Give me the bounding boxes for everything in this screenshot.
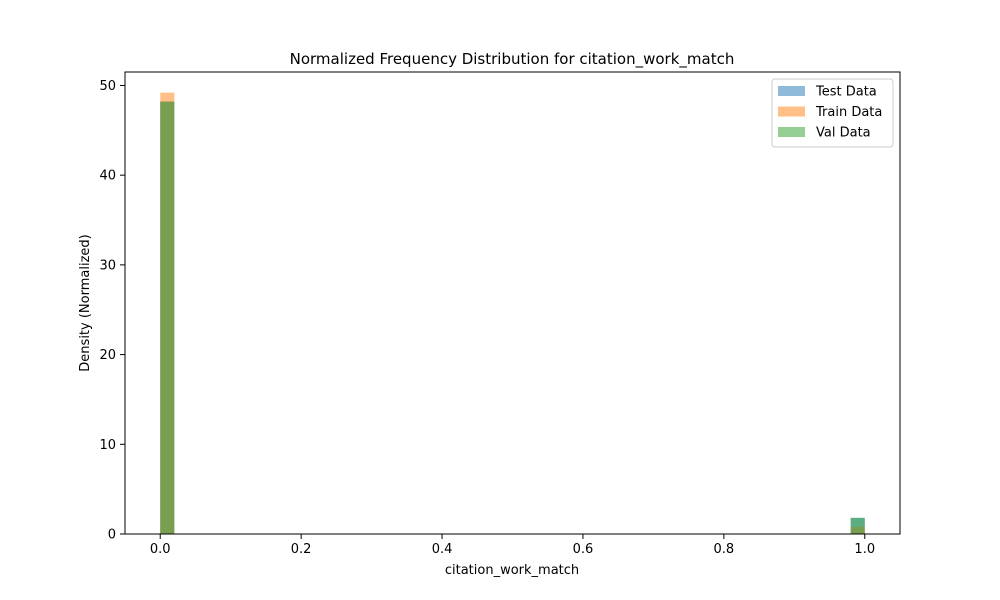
x-tick-label: 0.0 xyxy=(150,542,171,557)
x-tick-label: 0.4 xyxy=(432,542,453,557)
y-tick-label: 30 xyxy=(99,258,116,273)
series-test-data xyxy=(160,101,865,534)
series-train-data xyxy=(160,92,865,535)
legend-label-test-data: Test Data xyxy=(815,85,877,100)
y-tick-label: 20 xyxy=(99,348,116,363)
y-tick-label: 50 xyxy=(99,79,116,94)
plot-area-frame xyxy=(124,71,901,535)
bars-layer xyxy=(160,92,865,535)
chart-legend: Test Data Train Data Val Data xyxy=(771,78,894,148)
bar-val-data-0 xyxy=(160,101,175,534)
y-tick-label: 0 xyxy=(108,528,116,543)
legend-label-train-data: Train Data xyxy=(815,105,882,120)
bar-val-data-1 xyxy=(850,517,865,534)
y-tick-label: 40 xyxy=(99,169,116,184)
series-val-data xyxy=(160,101,865,534)
legend-swatch-val-data xyxy=(778,127,805,137)
chart-title: Normalized Frequency Distribution for ci… xyxy=(290,50,735,69)
y-axis-ticks: 0 10 20 30 40 50 xyxy=(99,79,125,543)
legend-label-val-data: Val Data xyxy=(816,126,871,141)
x-axis-label: citation_work_match xyxy=(445,563,579,578)
y-tick-label: 10 xyxy=(99,438,116,453)
legend-swatch-test-data xyxy=(778,86,805,96)
legend-swatch-train-data xyxy=(778,106,805,117)
x-tick-label: 0.6 xyxy=(573,542,594,557)
x-axis-ticks: 0.0 0.2 0.4 0.6 0.8 1.0 xyxy=(150,534,875,557)
x-tick-label: 0.2 xyxy=(291,542,312,557)
x-tick-label: 1.0 xyxy=(854,542,875,557)
x-tick-label: 0.8 xyxy=(714,542,735,557)
y-axis-label: Density (Normalized) xyxy=(78,234,93,371)
